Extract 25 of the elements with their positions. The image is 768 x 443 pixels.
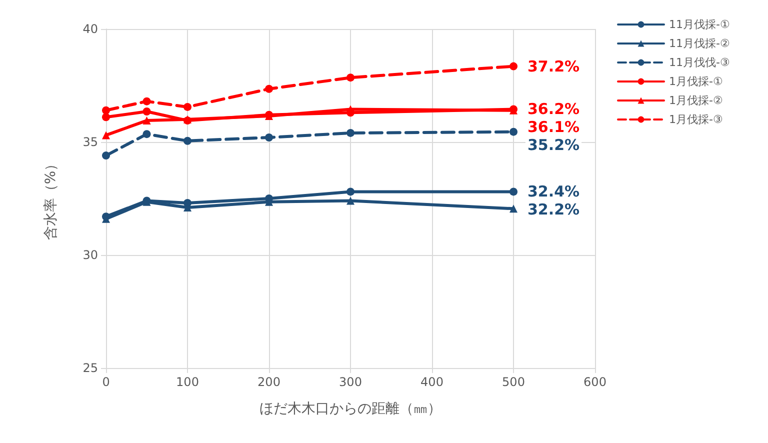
- annotation: 37.2%: [528, 57, 580, 76]
- x-tick-label: 200: [258, 375, 280, 389]
- annotation: 35.2%: [528, 136, 580, 154]
- x-axis-title: ほだ木木口からの距離（㎜）: [260, 401, 442, 417]
- annotation: 36.2%: [528, 100, 580, 118]
- y-tick-label: 35: [82, 135, 98, 149]
- annotation: 36.1%: [528, 118, 580, 136]
- x-tick-label: 400: [420, 375, 444, 389]
- annotation: 32.2%: [528, 200, 580, 219]
- y-tick-label: 40: [82, 22, 98, 36]
- legend-label: 1月伐採-①: [669, 75, 723, 88]
- x-tick-label: 500: [502, 375, 525, 389]
- x-tick-label: 100: [176, 375, 199, 389]
- x-tick-label: 300: [339, 375, 362, 389]
- legend-label: 11月伐採-②: [669, 37, 730, 50]
- legend-label: 1月伐採-③: [669, 113, 723, 126]
- annotation: 32.4%: [528, 182, 580, 201]
- legend-label: 11月伐採-①: [669, 18, 730, 31]
- y-tick-label: 30: [82, 248, 98, 262]
- y-tick-label: 25: [82, 361, 98, 375]
- legend-label: 11月伐伐-③: [669, 56, 730, 69]
- x-tick-label: 600: [584, 375, 606, 389]
- legend-label: 1月伐採-②: [669, 94, 723, 107]
- x-tick-label: 0: [102, 375, 110, 389]
- y-axis-title: 含水率（%）: [43, 156, 59, 240]
